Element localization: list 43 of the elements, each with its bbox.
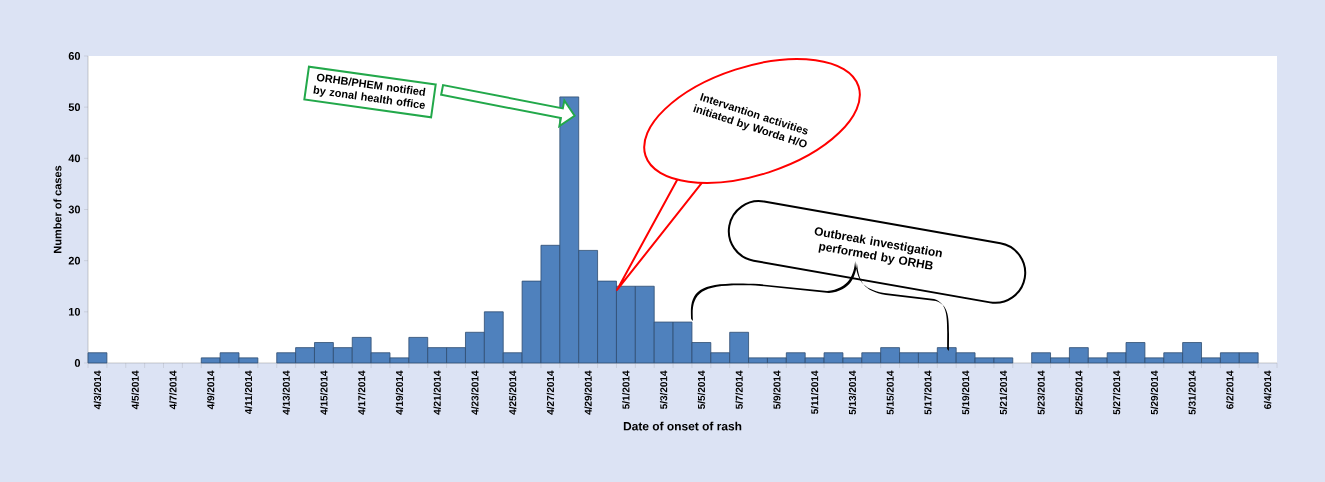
- x-tick-label: 5/11/2014: [810, 370, 819, 414]
- x-tick-label: 6/2/2014: [1226, 370, 1234, 409]
- x-tick-label: 4/23/2014: [471, 370, 479, 415]
- x-tick-label: 5/23/2014: [1037, 370, 1045, 415]
- x-tick-label: 4/5/2014: [131, 370, 139, 410]
- y-tick-label: 40: [68, 154, 81, 163]
- x-tick-label: 4/19/2014: [395, 370, 404, 415]
- y-tick-label: 10: [68, 307, 81, 316]
- x-tick-label: 5/5/2014: [697, 370, 706, 409]
- x-tick-label: 4/29/2014: [584, 370, 592, 415]
- x-tick-label: 5/3/2014: [659, 370, 668, 409]
- x-tick-label: 5/19/2014: [961, 370, 970, 415]
- x-tick-label: 4/21/2014: [433, 370, 441, 415]
- x-tick-label: 4/17/2014: [357, 370, 366, 415]
- x-tick-label: 4/11/2014: [244, 370, 253, 415]
- x-tick-label: 4/27/2014: [546, 370, 555, 415]
- x-tick-label: 5/9/2014: [773, 370, 781, 409]
- x-axis-title: Date of onset of rash: [623, 421, 742, 431]
- x-tick-label: 4/15/2014: [320, 370, 328, 415]
- x-tick-label: 5/7/2014: [735, 370, 743, 409]
- annotation: ORHB/PHEM notified by zonal health office: [313, 73, 426, 109]
- x-tick-label: 5/1/2014: [622, 370, 630, 409]
- x-tick-label: 5/25/2014: [1075, 370, 1083, 415]
- y-tick-label: 20: [68, 256, 81, 265]
- x-tick-label: 4/9/2014: [206, 370, 215, 410]
- x-tick-label: 6/4/2014: [1263, 370, 1272, 409]
- bar: [87, 352, 108, 364]
- y-tick-label: 60: [68, 52, 81, 60]
- x-tick-label: 5/29/2014: [1150, 370, 1159, 415]
- x-tick-label: 5/21/2014: [999, 370, 1008, 415]
- y-tick-label: 30: [68, 205, 81, 214]
- y-tick-label: 50: [68, 103, 81, 112]
- x-tick-label: 5/27/2014: [1112, 370, 1121, 415]
- x-tick-label: 4/7/2014: [169, 370, 177, 410]
- x-tick-label: 4/13/2014: [282, 370, 290, 415]
- x-tick-label: 5/31/2014: [1188, 370, 1196, 415]
- y-tick-label: 0: [74, 359, 81, 367]
- x-tick-label: 4/25/2014: [508, 370, 517, 415]
- x-tick-label: 4/3/2014: [93, 370, 102, 410]
- x-tick-label: 5/13/2014: [848, 370, 857, 415]
- x-tick-label: 5/15/2014: [886, 370, 894, 415]
- x-tick-label: 5/17/2014: [924, 370, 932, 415]
- y-axis-title: Number of cases: [53, 165, 62, 253]
